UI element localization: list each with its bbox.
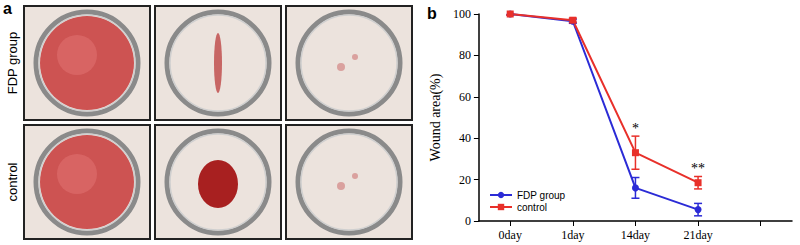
svg-text:60: 60 — [459, 90, 471, 104]
svg-text:80: 80 — [459, 48, 471, 62]
svg-text:*: * — [632, 121, 639, 136]
svg-text:21day: 21day — [683, 228, 712, 242]
svg-text:**: ** — [691, 161, 705, 176]
svg-text:20: 20 — [459, 173, 471, 187]
svg-text:40: 40 — [459, 131, 471, 145]
svg-text:control: control — [517, 202, 547, 213]
svg-text:FDP group: FDP group — [5, 32, 20, 95]
svg-text:b: b — [427, 5, 437, 22]
svg-text:14day: 14day — [621, 228, 650, 242]
svg-text:Wound area(%): Wound area(%) — [428, 73, 444, 161]
svg-text:FDP group: FDP group — [517, 190, 566, 201]
svg-text:1day: 1day — [561, 228, 584, 242]
svg-text:control: control — [5, 162, 20, 201]
svg-text:100: 100 — [453, 7, 471, 21]
svg-text:0: 0 — [465, 214, 471, 228]
svg-text:0day: 0day — [499, 228, 522, 242]
svg-text:a: a — [3, 0, 12, 17]
